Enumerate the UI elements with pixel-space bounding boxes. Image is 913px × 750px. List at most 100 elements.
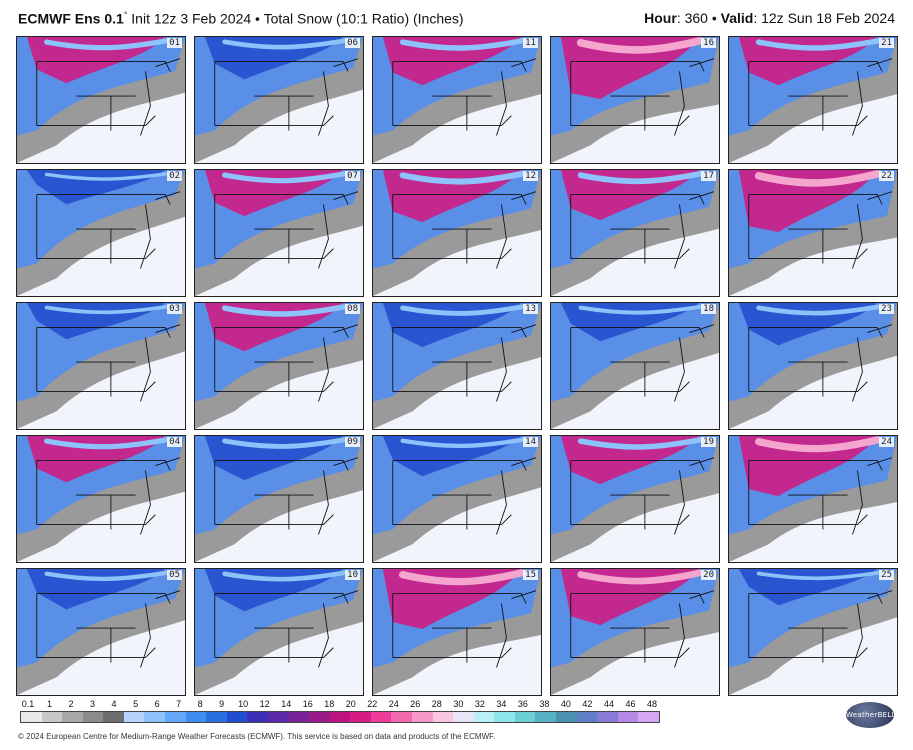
legend-tick: 16 <box>302 699 313 709</box>
state-border <box>748 61 883 72</box>
legend-swatch <box>103 712 124 722</box>
state-border <box>689 191 715 200</box>
state-border <box>570 460 705 471</box>
member-number: 11 <box>523 38 538 48</box>
snow-map <box>373 303 541 429</box>
state-border <box>689 457 715 466</box>
state-border <box>214 115 334 127</box>
snow-map <box>551 37 719 163</box>
state-border <box>689 590 715 599</box>
state-border <box>155 191 181 200</box>
state-border <box>392 194 527 205</box>
legend-swatch <box>432 712 454 722</box>
member-number: 08 <box>345 304 360 314</box>
state-border <box>511 457 537 466</box>
valid-value: : 12z Sun 18 Feb 2024 <box>753 10 895 26</box>
state-border <box>852 204 863 269</box>
member-number: 05 <box>167 570 182 580</box>
state-border <box>570 194 705 205</box>
storm-core <box>44 38 168 51</box>
state-border <box>155 324 181 333</box>
state-border <box>333 590 359 599</box>
state-border <box>570 514 690 526</box>
state-border <box>867 590 893 599</box>
member-panel-24: 24 <box>728 435 898 563</box>
member-panel-20: 20 <box>550 568 720 696</box>
snow-map <box>195 37 363 163</box>
state-border <box>392 593 527 604</box>
state-border <box>392 248 512 260</box>
storm-core <box>577 437 703 450</box>
legend-tick: 3 <box>90 699 96 709</box>
state-border <box>333 324 359 333</box>
state-border <box>674 71 685 136</box>
state-border <box>674 337 685 402</box>
state-border <box>155 457 181 466</box>
color-scale-legend: 0.1 1 2 3 4 5 6 7 8 9 10 12 14 16 18 20 22 24 26 28 30 32 34 36… <box>20 699 660 733</box>
hour-value: : 360 • <box>676 10 721 26</box>
snow-map <box>195 569 363 695</box>
legend-swatch <box>165 712 186 722</box>
member-panel-16: 16 <box>550 36 720 164</box>
legend-tick: 5 <box>133 699 139 709</box>
legend-swatch <box>123 712 145 722</box>
state-border <box>318 71 329 136</box>
legend-tick: 40 <box>560 699 571 709</box>
snow-heavy-area <box>738 436 878 497</box>
member-panel-15: 15 <box>372 568 542 696</box>
legend-tick: 32 <box>474 699 485 709</box>
member-number: 15 <box>523 570 538 580</box>
snow-heavy-area <box>560 569 700 626</box>
snow-map <box>17 569 185 695</box>
member-number: 07 <box>345 171 360 181</box>
member-panel-12: 12 <box>372 169 542 297</box>
state-border <box>689 58 715 67</box>
legend-tick: 34 <box>496 699 507 709</box>
state-border <box>333 191 359 200</box>
storm-core <box>400 304 524 316</box>
snow-heavy-area <box>560 170 700 221</box>
state-border <box>214 381 334 393</box>
member-panel-08: 08 <box>194 302 364 430</box>
member-number: 04 <box>167 437 182 447</box>
legend-tick: 46 <box>625 699 636 709</box>
storm-core <box>756 304 880 316</box>
member-panel-06: 06 <box>194 36 364 164</box>
storm-core <box>576 37 704 54</box>
legend-tick: 24 <box>388 699 399 709</box>
state-border <box>496 337 507 402</box>
legend-tick: 36 <box>517 699 528 709</box>
snow-heavy-area <box>382 569 522 630</box>
title-right: Hour: 360 • Valid: 12z Sun 18 Feb 2024 <box>644 10 895 26</box>
legend-swatch <box>638 712 659 722</box>
legend-swatch <box>82 712 104 722</box>
legend-tick: 0.1 <box>21 699 35 709</box>
storm-core <box>44 172 167 181</box>
legend-tick: 6 <box>154 699 160 709</box>
state-border <box>674 603 685 668</box>
legend-swatch <box>329 712 351 722</box>
state-border <box>852 71 863 136</box>
storm-core <box>755 38 881 51</box>
legend-swatch <box>597 712 618 722</box>
member-panel-13: 13 <box>372 302 542 430</box>
legend-swatch <box>453 712 474 722</box>
legend-swatch <box>267 712 289 722</box>
member-panel-19: 19 <box>550 435 720 563</box>
legend-color-bar <box>20 711 660 723</box>
state-border <box>867 191 893 200</box>
member-number: 21 <box>879 38 894 48</box>
legend-swatch <box>247 712 268 722</box>
state-border <box>496 71 507 136</box>
member-number: 02 <box>167 171 182 181</box>
legend-swatch <box>514 712 536 722</box>
state-border <box>867 324 893 333</box>
state-border <box>392 647 512 659</box>
legend-swatch <box>535 712 557 722</box>
legend-tick: 48 <box>646 699 658 709</box>
state-border <box>748 647 868 659</box>
member-panel-22: 22 <box>728 169 898 297</box>
state-border <box>674 204 685 269</box>
legend-tick: 12 <box>259 699 270 709</box>
snow-map <box>17 436 185 562</box>
